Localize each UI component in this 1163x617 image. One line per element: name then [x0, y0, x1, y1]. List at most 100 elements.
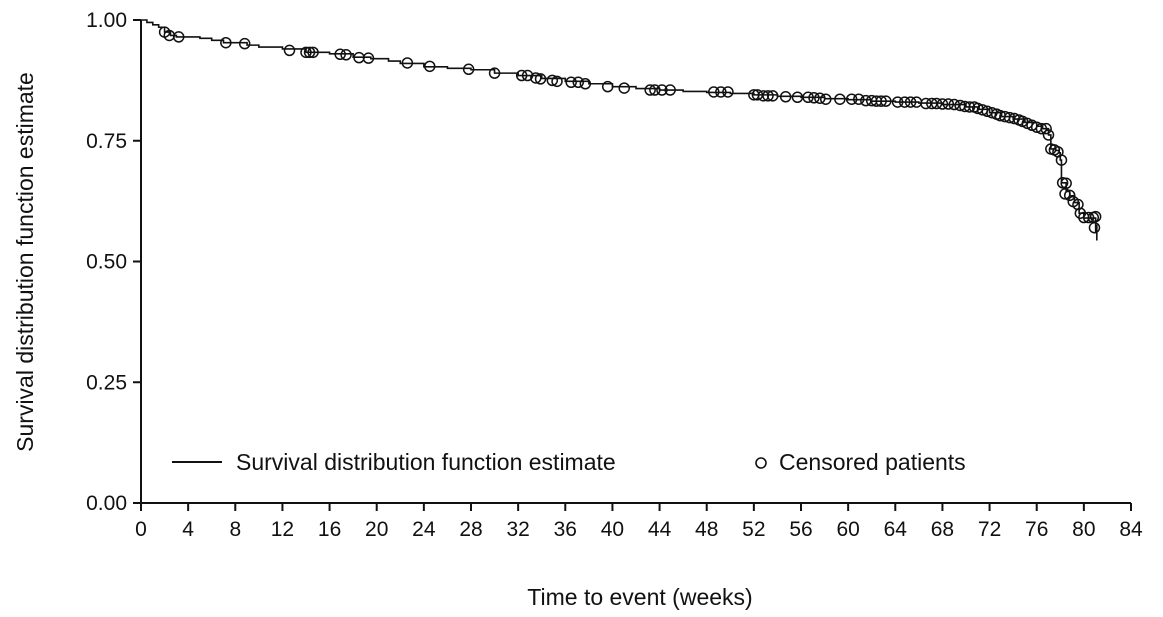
- x-tick-label: 64: [884, 518, 908, 541]
- y-tick-label: 0.00: [86, 492, 127, 515]
- x-tick-label: 16: [318, 518, 341, 541]
- censored-marker: [401, 57, 414, 69]
- y-axis-title: Survival distribution function estimate: [12, 72, 38, 452]
- survival-curve: [141, 19, 1098, 241]
- censored-marker: [340, 49, 352, 61]
- censored-marker: [220, 36, 232, 49]
- censored-marker: [488, 67, 501, 79]
- censored-marker: [303, 46, 316, 59]
- x-tick-label: 72: [978, 518, 1001, 541]
- censored-marker: [334, 48, 346, 61]
- censored-marker: [664, 84, 676, 96]
- censored-marker: [283, 44, 296, 57]
- x-tick-label: 4: [182, 518, 194, 541]
- censored-marker: [708, 86, 720, 98]
- y-tick-label: 1.00: [86, 9, 127, 32]
- x-tick-label: 40: [601, 518, 624, 541]
- censored-marker: [853, 93, 865, 105]
- censored-marker: [814, 92, 826, 104]
- censored-marker: [875, 95, 887, 107]
- censored-marker: [530, 72, 542, 84]
- censored-marker: [860, 94, 872, 107]
- censored-marker: [172, 31, 185, 43]
- x-tick-label: 20: [365, 518, 388, 541]
- x-tick-label: 24: [412, 518, 436, 541]
- censored-marker: [820, 93, 832, 105]
- x-tick-label: 28: [459, 518, 482, 541]
- x-tick-label: 68: [931, 518, 954, 541]
- x-tick-label: 76: [1025, 518, 1048, 541]
- censored-marker: [845, 93, 858, 105]
- censored-marker: [834, 93, 846, 105]
- censored-marker: [808, 92, 820, 104]
- x-tick-label: 48: [695, 518, 718, 541]
- x-ticks: 0 4 8 12 16 20 24 28 32 36 40 44 48 52 56 60 64 68 72 76 80 8…: [135, 503, 1143, 541]
- censored-marker: [462, 63, 475, 76]
- censored-marker: [521, 69, 534, 82]
- y-tick-label: 0.25: [86, 371, 127, 394]
- y-ticks: 0.00 0.25 0.50 0.75 1.00: [86, 9, 141, 515]
- legend-marker-label: Censored patients: [779, 449, 966, 475]
- legend-marker-swatch: [755, 457, 767, 469]
- censored-marker: [1063, 189, 1076, 202]
- censored-marker: [300, 46, 312, 59]
- censored-marker: [942, 98, 955, 110]
- censored-marker: [930, 97, 943, 110]
- censored-marker: [546, 74, 559, 87]
- x-tick-label: 56: [789, 518, 812, 541]
- censored-marker: [1082, 211, 1095, 224]
- censored-marker: [238, 37, 251, 50]
- x-tick-label: 44: [648, 518, 672, 541]
- legend: Survival distribution function estimate …: [172, 449, 966, 475]
- censored-marker: [656, 84, 668, 96]
- legend-line-label: Survival distribution function estimate: [236, 449, 616, 475]
- censored-marker: [1088, 221, 1101, 234]
- censored-marker: [424, 60, 436, 73]
- censored-marker: [307, 46, 319, 59]
- censored-marker: [898, 96, 911, 108]
- censored-marker: [618, 82, 630, 94]
- x-tick-label: 0: [135, 518, 147, 541]
- censored-marker: [649, 84, 661, 96]
- censored-marker: [551, 75, 563, 88]
- censored-marker: [891, 96, 904, 108]
- censored-marker: [715, 86, 727, 98]
- survival-step-line: [141, 19, 1098, 241]
- censored-marker: [948, 98, 960, 111]
- x-tick-label: 8: [229, 518, 241, 541]
- x-tick-label: 32: [506, 518, 529, 541]
- censored-marker: [565, 76, 577, 89]
- censored-marker: [572, 76, 584, 89]
- x-tick-label: 60: [836, 518, 859, 541]
- censored-marker: [1040, 122, 1052, 135]
- censored-marker: [362, 52, 375, 64]
- x-tick-label: 80: [1072, 518, 1095, 541]
- x-tick-label: 36: [554, 518, 577, 541]
- censored-marker: [880, 95, 892, 107]
- censored-marker: [644, 84, 656, 96]
- x-tick-label: 84: [1119, 518, 1143, 541]
- censored-marker: [579, 78, 592, 90]
- y-tick-label: 0.50: [86, 251, 127, 274]
- censored-marker: [1089, 210, 1102, 223]
- censored-marker: [515, 69, 528, 82]
- censored-marker: [904, 96, 917, 108]
- censored-marker: [802, 91, 814, 104]
- y-tick-label: 0.75: [86, 130, 127, 153]
- x-tick-label: 12: [271, 518, 294, 541]
- censored-marker: [1035, 122, 1048, 135]
- censored-marker: [1059, 188, 1071, 200]
- x-tick-label: 52: [742, 518, 765, 541]
- censored-markers: [158, 26, 1102, 234]
- x-axis-title: Time to event (weeks): [527, 584, 752, 610]
- censored-marker: [779, 91, 792, 103]
- censored-marker: [963, 101, 976, 113]
- censored-marker: [601, 80, 614, 93]
- censored-marker: [1042, 129, 1055, 141]
- censored-marker: [762, 90, 774, 102]
- censored-marker: [936, 98, 949, 110]
- censored-marker: [766, 90, 779, 102]
- plot-area: 0.000.250.500.751.00 0 4 8 12 16 20 24 28 32 36 40…: [86, 9, 1143, 541]
- censored-marker: [722, 86, 734, 98]
